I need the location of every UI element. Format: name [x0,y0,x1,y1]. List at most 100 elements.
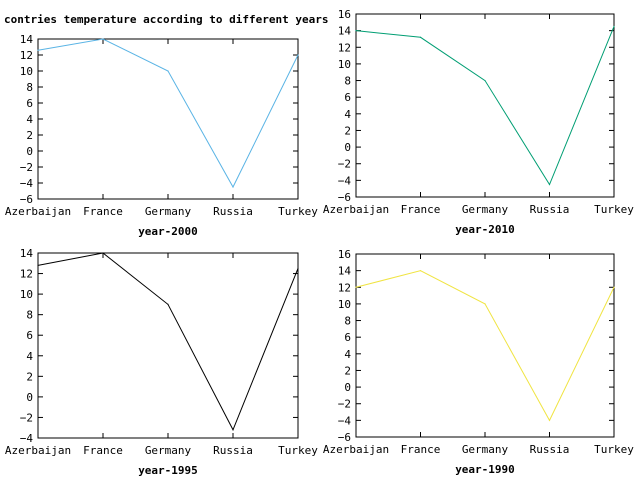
y-tick-label: −6 [338,431,351,444]
y-tick-label: 2 [344,124,351,137]
y-tick-label: 14 [20,247,34,260]
x-tick-label-turkey: Turkey [594,203,634,216]
y-tick-label: −2 [20,411,33,424]
data-point [355,286,357,288]
data-point [548,183,551,186]
y-tick-label: 6 [26,329,33,342]
x-tick-label-azerbaijan: Azerbaijan [323,443,389,456]
data-point [232,429,234,431]
y-tick-label: −4 [338,174,352,187]
x-tick-label-turkey: Turkey [278,444,318,457]
figure-title: contries temperature according to differ… [4,13,329,26]
series-line-1 [355,270,615,422]
y-tick-label: 8 [26,309,33,322]
y-tick-label: −4 [338,414,352,427]
x-axis-label: year-1995 [138,464,198,477]
data-point [548,419,551,421]
y-tick-label: 12 [338,281,351,294]
y-tick-label: 2 [26,129,33,142]
y-tick-label: 4 [26,113,33,126]
data-point [167,303,169,305]
data-point [419,270,422,272]
y-tick-label: −6 [338,191,351,204]
y-tick-label: 4 [344,108,351,121]
x-tick-label-france: France [83,444,123,457]
x-axis-label: year-2010 [455,223,515,236]
chart-panel-4: −6 −4 −2 0 2 4 6 8 10 12 14 16 Azerbaijan France Germa… [323,248,634,476]
y-tick-label: −2 [338,398,351,411]
y-tick-label: −6 [20,193,33,206]
x-tick-label-russia: Russia [213,205,253,218]
y-tick-label: 8 [26,81,33,94]
y-tick-label: 10 [20,65,33,78]
series-line-1 [355,26,615,186]
y-tick-label: 12 [20,49,33,62]
x-tick-label-germany: Germany [462,203,509,216]
y-tick-label: 8 [344,315,351,328]
x-axis-label: year-1990 [455,463,515,476]
plot-frame [37,252,299,439]
data-point [167,70,169,72]
y-tick-label: 14 [20,33,34,46]
y-tick-label: 6 [26,97,33,110]
y-tick-label: −4 [20,432,34,445]
x-tick-label-france: France [401,443,441,456]
plot-frame [355,253,615,438]
y-tick-label: 6 [344,331,351,344]
y-tick-label: 4 [26,350,33,363]
x-tick-label-germany: Germany [462,443,509,456]
series-line-1 [37,252,299,431]
data-point [484,79,486,82]
y-tick-label: 6 [344,91,351,104]
data-point [355,30,357,32]
y-tick-label: 10 [338,58,351,71]
x-tick-label-russia: Russia [530,203,570,216]
y-tick-label: 0 [344,141,351,154]
y-tick-label: −4 [20,177,34,190]
y-tick-label: 14 [338,25,352,38]
x-tick-label-russia: Russia [530,443,570,456]
data-point [484,303,486,305]
x-tick-label-azerbaijan: Azerbaijan [5,444,71,457]
y-tick-label: 0 [26,145,33,158]
y-tick-label: 12 [20,268,33,281]
y-tick-label: −2 [20,161,33,174]
x-tick-label-france: France [401,203,441,216]
y-tick-label: 10 [338,298,351,311]
x-tick-label-germany: Germany [145,444,192,457]
y-tick-label: 0 [26,391,33,404]
y-tick-label: 16 [338,8,351,21]
data-point [297,267,299,270]
series-line-1 [37,38,299,189]
chart-panel-3: −4 −2 0 2 4 6 8 10 12 14 Azerbaijan France Germany Ru… [5,247,318,477]
data-point [419,36,422,38]
chart-panel-2: −6 −4 −2 0 2 4 6 8 10 12 14 16 Azerbaijan France Germa… [323,8,634,236]
data-point [613,286,615,288]
x-tick-label-france: France [83,205,123,218]
data-point [102,252,104,254]
x-tick-label-turkey: Turkey [594,443,634,456]
data-point [37,264,39,266]
y-tick-label: 0 [344,381,351,394]
y-tick-label: 12 [338,41,351,54]
x-axis-label: year-2000 [138,225,198,238]
x-tick-label-azerbaijan: Azerbaijan [5,205,71,218]
y-tick-label: 2 [26,370,33,383]
data-point [37,49,39,51]
y-tick-label: 14 [338,265,352,278]
y-tick-label: −2 [338,158,351,171]
x-tick-label-turkey: Turkey [278,205,318,218]
chart-panel-1: −6 −4 −2 0 2 4 6 8 10 12 14 Azerbaijan France Germany… [5,33,318,238]
y-tick-label: 2 [344,364,351,377]
data-point [613,25,615,28]
x-tick-label-germany: Germany [145,205,192,218]
x-tick-label-azerbaijan: Azerbaijan [323,203,389,216]
y-tick-label: 8 [344,75,351,88]
data-point [232,186,234,188]
data-point [102,38,104,40]
plot-frame [355,13,615,198]
y-tick-label: 10 [20,288,33,301]
y-tick-label: 4 [344,348,351,361]
data-point [297,54,299,56]
